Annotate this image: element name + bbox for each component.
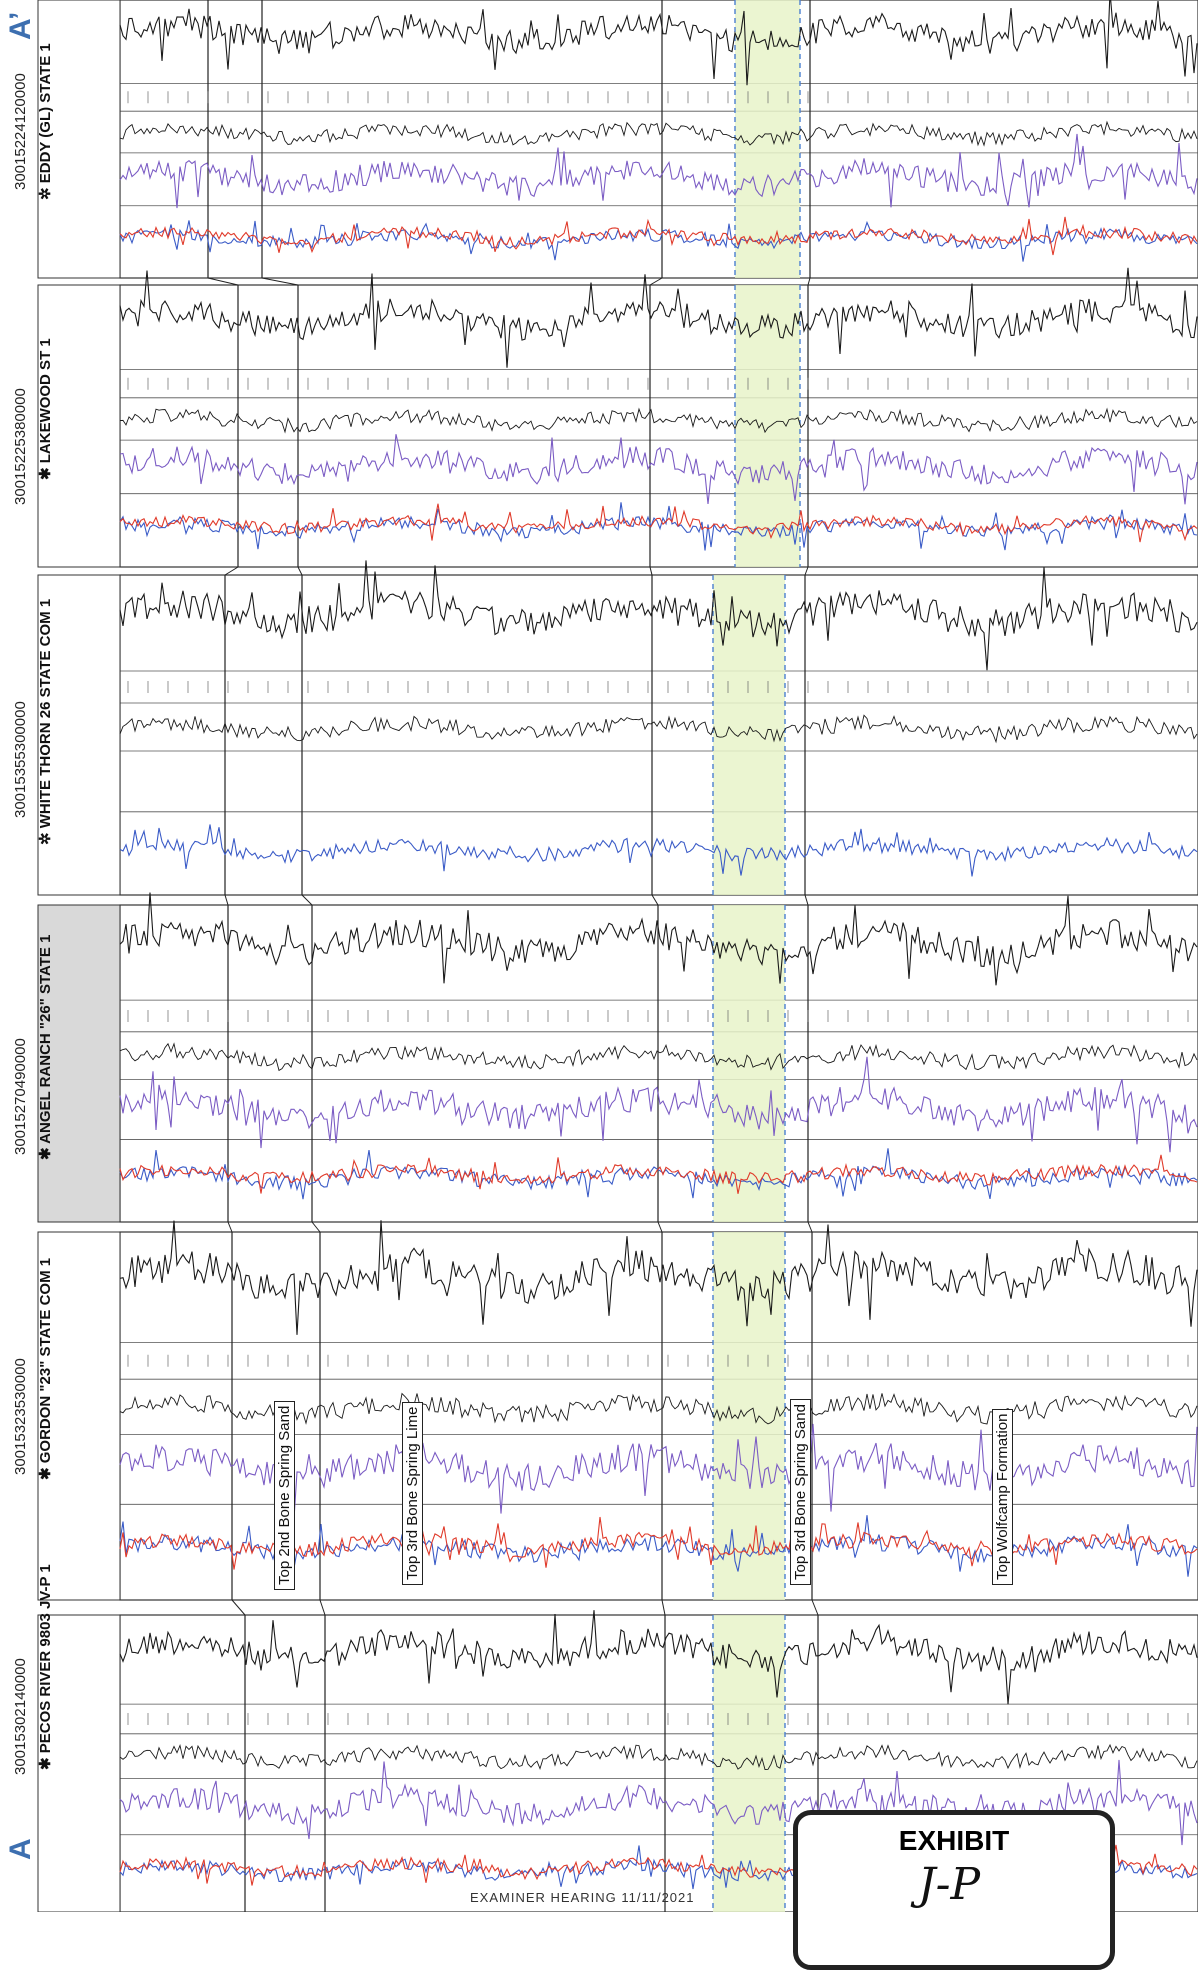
bulk-density-curve xyxy=(119,1154,1198,1194)
secondary-curve xyxy=(119,714,1198,744)
neutron-porosity-curve xyxy=(119,502,1198,551)
gamma-ray-curve xyxy=(119,1610,1198,1705)
hearing-footer: EXAMINER HEARING 11/11/2021 xyxy=(470,1890,695,1905)
correlation-line xyxy=(224,894,229,906)
gamma-ray-curve xyxy=(119,267,1198,368)
well-name-2: ✱ GORDON "23" STATE COM 1 xyxy=(37,1257,54,1480)
well-name-3: ✱ ANGEL RANCH "26" STATE 1 xyxy=(37,934,54,1160)
correlation-line xyxy=(301,894,313,906)
well-header-1 xyxy=(37,1614,121,1912)
neutron-porosity-curve xyxy=(119,1515,1198,1577)
gamma-ray-curve xyxy=(119,0,1198,86)
target-zone xyxy=(713,1232,785,1600)
correlation-line xyxy=(649,566,653,576)
correlation-line xyxy=(224,566,239,576)
top-wolfcamp-formation-label: Top Wolfcamp Formation xyxy=(992,1408,1013,1585)
well-header-3 xyxy=(37,904,121,1223)
section-start-label: A xyxy=(4,1838,37,1860)
top-2nd-bone-spring-sand-label: Top 2nd Bone Spring Sand xyxy=(274,1400,295,1590)
secondary-curve xyxy=(119,1392,1198,1425)
correlation-line xyxy=(207,277,239,286)
gamma-ray-curve xyxy=(119,892,1198,986)
correlation-line xyxy=(661,1599,666,1616)
gamma-ray-curve xyxy=(119,1220,1198,1335)
correlation-line xyxy=(319,1599,326,1616)
secondary-curve xyxy=(119,407,1198,434)
correlation-line xyxy=(297,566,303,576)
well-name-4: ✲ WHITE THORN 26 STATE COM 1 xyxy=(37,598,54,845)
top-3rd-bone-spring-sand-label: Top 3rd Bone Spring Sand xyxy=(790,1399,811,1585)
well-api-3: 30015270490000 xyxy=(12,1038,29,1155)
secondary-curve xyxy=(119,120,1198,147)
well-header-5 xyxy=(37,284,121,568)
section-end-label: A’ xyxy=(4,11,37,40)
correlation-line xyxy=(811,1599,819,1616)
well-header-6 xyxy=(37,0,121,279)
bulk-density-curve xyxy=(119,216,1198,256)
well-name-5: ✱ LAKEWOOD ST 1 xyxy=(37,338,54,480)
target-zone xyxy=(713,1615,785,1912)
bulk-density-curve xyxy=(119,1516,1198,1570)
well-panel-4 xyxy=(119,574,1198,896)
well-header-2 xyxy=(37,1231,121,1601)
well-api-4: 30015355300000 xyxy=(12,701,29,818)
correlation-line xyxy=(261,277,299,286)
correlation-line xyxy=(649,277,663,286)
correlation-line xyxy=(807,277,811,286)
exhibit-stamp: EXHIBIT J-P xyxy=(793,1810,1115,1970)
top-3rd-bone-spring-lime-label: Top 3rd Bone Spring Lime xyxy=(402,1401,423,1585)
well-api-2: 30015323530000 xyxy=(12,1358,29,1475)
secondary-curve xyxy=(119,1042,1198,1072)
resistivity-curve xyxy=(119,434,1198,505)
target-zone xyxy=(713,905,785,1222)
correlation-line xyxy=(807,1221,813,1233)
resistivity-curve xyxy=(119,1423,1198,1519)
correlation-line xyxy=(651,894,659,906)
well-api-6: 30015224120000 xyxy=(12,73,29,190)
correlation-line xyxy=(804,894,809,906)
well-header-4 xyxy=(37,574,121,896)
cross-section-canvas xyxy=(37,0,1198,1912)
correlation-line xyxy=(804,566,809,576)
bulk-density-curve xyxy=(119,503,1198,543)
well-panel-6 xyxy=(119,0,1198,279)
exhibit-number: J-P xyxy=(918,1859,981,1910)
correlation-line xyxy=(227,1221,233,1233)
neutron-porosity-curve xyxy=(119,824,1198,877)
well-api-1: 30015302140000 xyxy=(12,1658,29,1775)
exhibit-label: EXHIBIT xyxy=(898,1825,1010,1856)
correlation-line xyxy=(311,1221,321,1233)
resistivity-curve xyxy=(119,133,1198,209)
neutron-porosity-curve xyxy=(119,1148,1198,1200)
gamma-ray-curve xyxy=(119,560,1198,671)
correlation-line xyxy=(657,1221,663,1233)
well-api-5: 30015225380000 xyxy=(12,388,29,505)
well-name-6: ✲ EDDY (GL) STATE 1 xyxy=(37,43,54,200)
correlation-line xyxy=(231,1599,246,1616)
target-zone xyxy=(713,575,785,895)
resistivity-curve xyxy=(119,1056,1198,1153)
secondary-curve xyxy=(119,1743,1198,1770)
well-name-1: ✱ PECOS RIVER 9803 JV-P 1 xyxy=(37,1564,54,1770)
